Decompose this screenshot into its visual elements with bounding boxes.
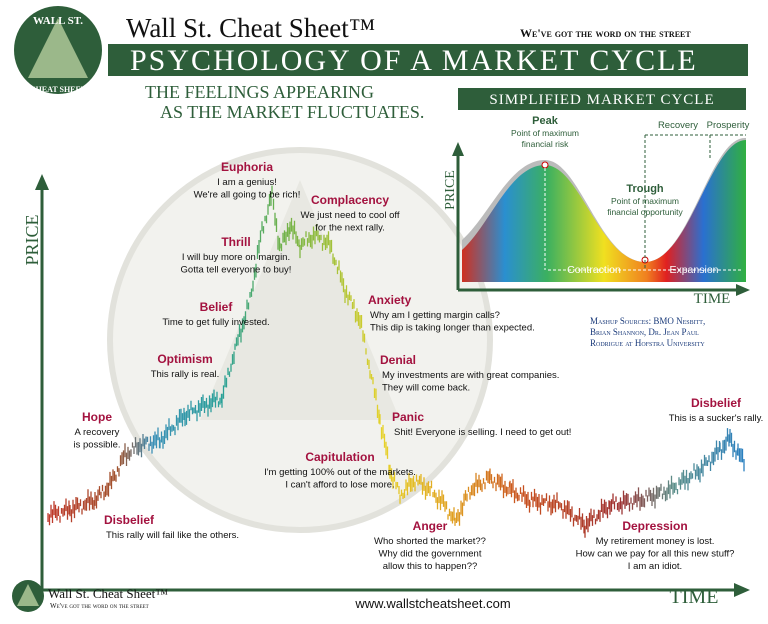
- stage-label: Euphoria: [221, 160, 273, 174]
- stage-label: Complacency: [311, 193, 389, 207]
- inset-title: Simplified Market Cycle: [489, 92, 714, 108]
- stage-text: My investments are with great companies.: [382, 370, 559, 381]
- stage-label: Depression: [622, 519, 687, 533]
- stage-text: Who shorted the market??: [374, 536, 486, 547]
- price-curve: [47, 185, 745, 538]
- stage-text: I am an idiot.: [628, 561, 682, 572]
- stage-label: Disbelief: [691, 396, 742, 410]
- inset-cycle: [462, 140, 746, 282]
- stage-label: Optimism: [157, 352, 212, 366]
- sources: Mashup Sources: BMO Nesbitt,: [590, 316, 705, 326]
- inset-title-bar: [458, 88, 746, 110]
- arrow: [736, 284, 750, 296]
- arrow: [452, 142, 464, 156]
- arrow: [734, 583, 750, 597]
- stage-text: allow this to happen??: [383, 561, 478, 572]
- sources: Rodrigue at Hofstra University: [590, 338, 705, 348]
- stage-text: I'm getting 100% out of the markets.: [264, 467, 416, 478]
- stage-text: I will buy more on margin.: [182, 252, 290, 263]
- stage-text: Why am I getting margin calls?: [370, 310, 500, 321]
- peak-point: [541, 161, 549, 169]
- stage-text: This dip is taking longer than expected.: [370, 323, 535, 334]
- stage-label: Capitulation: [305, 450, 374, 464]
- stage-text: Why did the government: [379, 549, 482, 560]
- logo-text: WALL ST.: [33, 15, 83, 27]
- sources: Brian Shannon, Dr. Jean Paul: [590, 327, 699, 337]
- stage-text: Gotta tell everyone to buy!: [181, 265, 292, 276]
- stage-text: Shit! Everyone is selling. I need to get…: [394, 427, 571, 438]
- recovery-label: Recovery: [658, 120, 698, 131]
- stage-text: They will come back.: [382, 383, 470, 394]
- trough-label: Trough: [626, 183, 664, 195]
- stage-text: We're all going to be rich!: [194, 190, 301, 201]
- prosperity-label: Prosperity: [707, 120, 750, 131]
- expansion-label: Expansion: [669, 264, 718, 276]
- y-axis-label: PRICE: [22, 214, 42, 265]
- stage-text: How can we pay for all this new stuff?: [576, 549, 735, 560]
- inset-y-label: PRICE: [443, 170, 458, 210]
- stage-text: My retirement money is lost.: [596, 536, 715, 547]
- subtitle: The feelings appearing: [145, 82, 374, 102]
- stage-label: Denial: [380, 353, 416, 367]
- watermark-pyramid: [200, 180, 400, 420]
- logo-pyramid: [28, 18, 88, 78]
- stage-text: A recovery: [75, 427, 120, 438]
- footer-logo-pyramid: [17, 584, 39, 606]
- inset-x-label: TIME: [694, 291, 731, 307]
- stage-label: Anxiety: [368, 293, 412, 307]
- stage-label: Thrill: [221, 235, 250, 249]
- footer-tagline: We've got the word on the street: [50, 602, 149, 610]
- stage-text: This rally is real.: [151, 369, 220, 380]
- arrow: [35, 174, 49, 190]
- title: Psychology of a Market Cycle: [130, 44, 698, 77]
- stage-text: is possible.: [74, 440, 121, 451]
- logo-text: CHEAT SHEET: [30, 85, 87, 94]
- stage-text: This rally will fail like the others.: [106, 530, 239, 541]
- stage-label: Panic: [392, 410, 424, 424]
- stage-text: Time to get fully invested.: [162, 317, 269, 328]
- contraction-label: Contraction: [567, 264, 621, 276]
- footer-url: www.wallstcheatsheet.com: [354, 596, 510, 611]
- brand: Wall St. Cheat Sheet™: [126, 13, 375, 43]
- title-bar: [108, 44, 748, 76]
- stage-label: Hope: [82, 410, 112, 424]
- stage-label: Belief: [200, 300, 234, 314]
- stage-text: I can't afford to lose more.: [285, 480, 394, 491]
- stage-label: Disbelief: [104, 513, 155, 527]
- footer-brand: Wall St. Cheat Sheet™: [48, 586, 168, 601]
- peak-note: Point of maximum: [511, 128, 579, 138]
- peak-label: Peak: [532, 115, 559, 127]
- x-axis-label: TIME: [670, 586, 719, 608]
- price-ticks: [47, 185, 745, 538]
- stage-labels: Euphoria I am a genius! We're all going to…: [74, 160, 764, 572]
- subtitle: as the market fluctuates.: [160, 102, 424, 122]
- peak-note: financial risk: [522, 139, 570, 149]
- stage-text: We just need to cool off: [301, 210, 400, 221]
- stage-text: This is a sucker's rally.: [669, 413, 764, 424]
- stage-text: for the next rally.: [315, 223, 385, 234]
- tagline: We've got the word on the street: [520, 26, 691, 40]
- stage-label: Anger: [413, 519, 448, 533]
- stage-text: I am a genius!: [217, 177, 277, 188]
